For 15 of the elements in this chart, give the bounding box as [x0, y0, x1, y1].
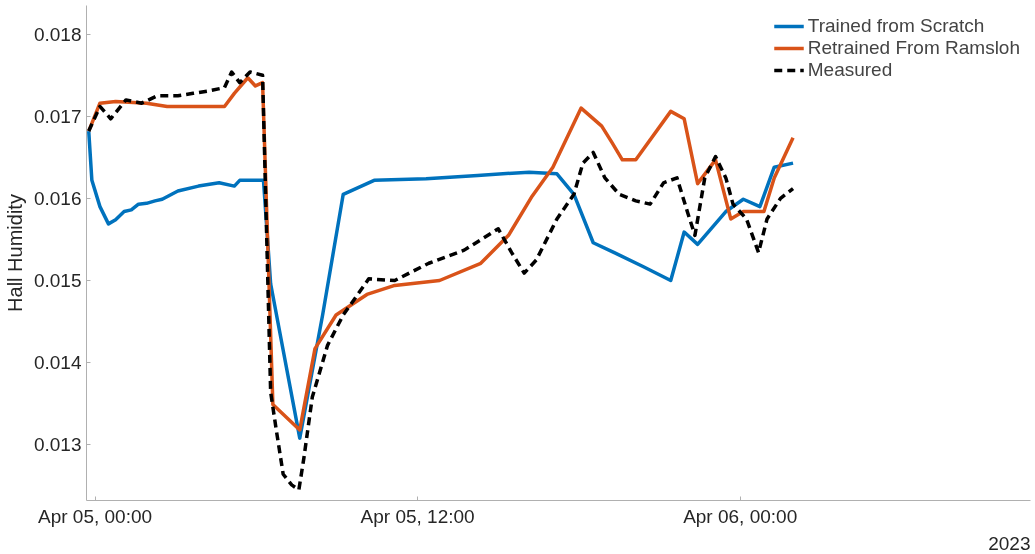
legend-label: Measured	[807, 59, 893, 81]
y-tick-label: 0.014	[33, 352, 82, 374]
legend-label: Retrained From Ramsloh	[807, 37, 1020, 59]
y-axis-title: Hall Humidity	[3, 194, 26, 312]
legend-label: Trained from Scratch	[807, 15, 985, 37]
x-tick-label: Apr 05, 12:00	[360, 505, 475, 527]
y-tick-label: 0.013	[33, 434, 82, 456]
y-tick-label: 0.016	[33, 187, 82, 209]
line-series	[86, 70, 795, 492]
y-tick-label: 0.017	[33, 105, 82, 127]
text: 2023	[988, 532, 1031, 554]
y-tick-label: 0.015	[33, 270, 82, 291]
x-tick-label: Apr 05, 00:00	[37, 505, 153, 527]
y-tick-label: 0.018	[33, 23, 82, 45]
x-tick-label: Apr 06, 00:00	[683, 505, 798, 527]
